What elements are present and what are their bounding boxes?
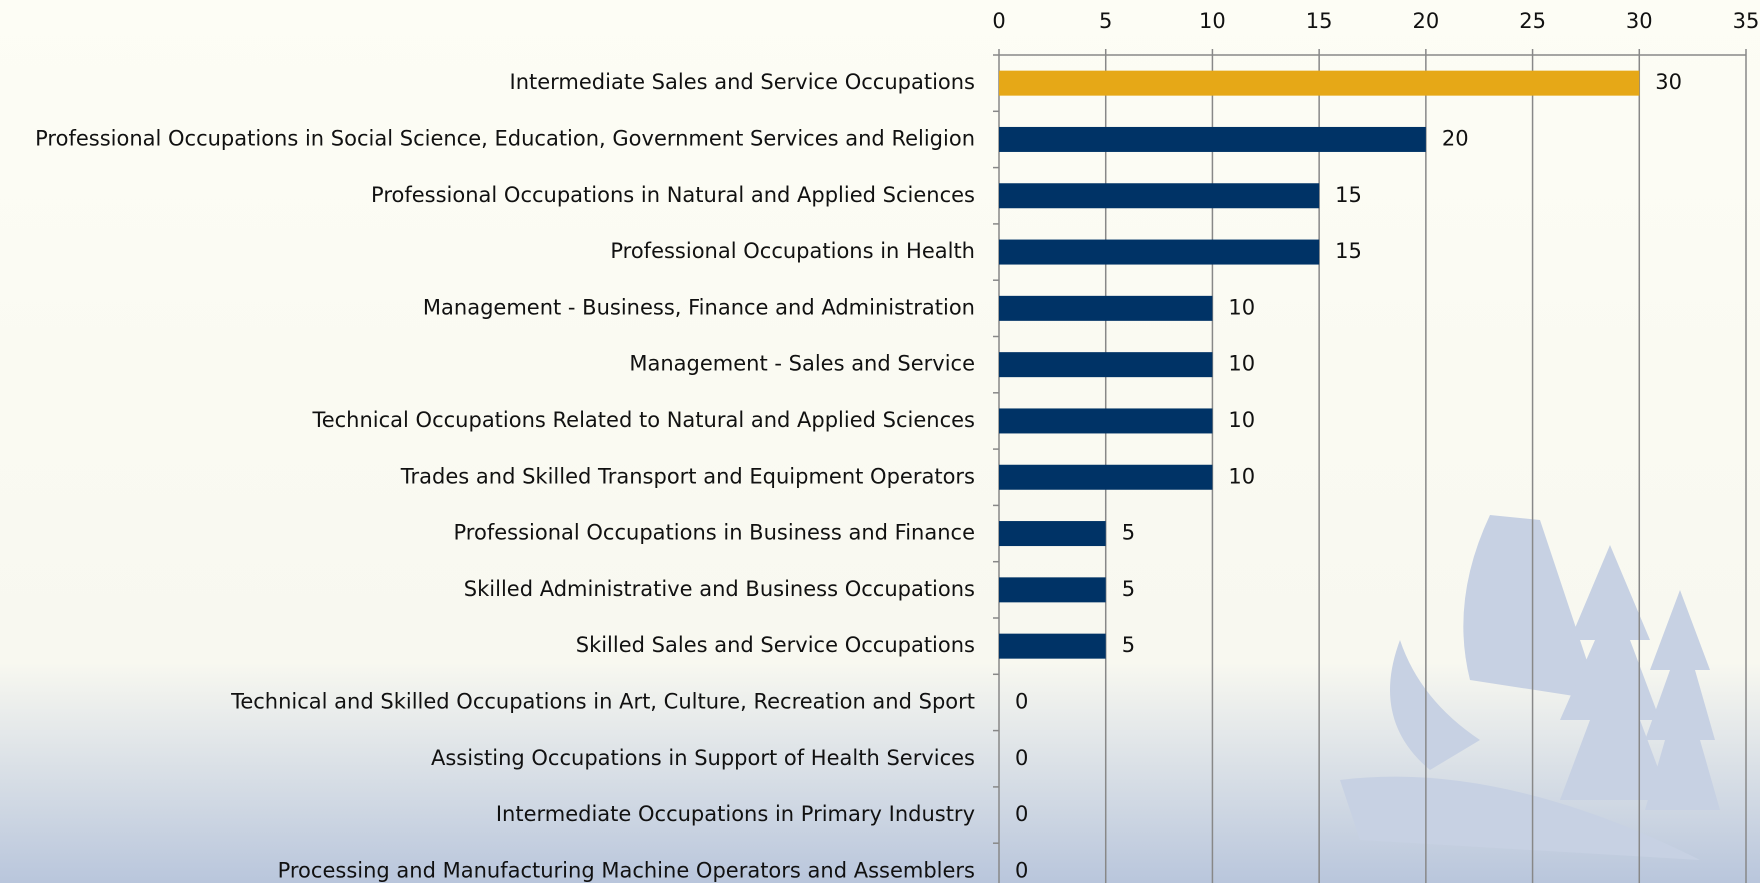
y-tick-label: Management - Business, Finance and Admin…: [423, 295, 975, 319]
value-label: 30: [1655, 70, 1682, 94]
value-label: 0: [1015, 858, 1028, 882]
y-tick-label: Technical and Skilled Occupations in Art…: [230, 689, 975, 713]
y-tick-label: Professional Occupations in Social Scien…: [35, 126, 975, 150]
value-label: 15: [1335, 239, 1362, 263]
x-tick-label: 10: [1199, 9, 1226, 33]
value-label: 20: [1442, 126, 1469, 150]
y-tick-label: Processing and Manufacturing Machine Ope…: [278, 858, 975, 882]
bar: [999, 352, 1212, 377]
chart: 0 5 10 15 20 25 30 35 Intermediate Sales and Ser…: [0, 0, 1760, 883]
value-label: 15: [1335, 183, 1362, 207]
value-label: 5: [1122, 633, 1135, 657]
bar: [999, 465, 1212, 490]
y-tick-label: Professional Occupations in Health: [610, 239, 975, 263]
x-tick-label: 25: [1519, 9, 1546, 33]
bar: [999, 71, 1639, 96]
value-label: 0: [1015, 746, 1028, 770]
x-tick-label: 20: [1412, 9, 1439, 33]
page: 0 5 10 15 20 25 30 35 Intermediate Sales and Ser…: [0, 0, 1760, 883]
y-tick-label: Professional Occupations in Business and…: [454, 521, 975, 545]
bar: [999, 408, 1212, 433]
bar: [999, 521, 1106, 546]
value-label: 10: [1228, 408, 1255, 432]
value-label: 10: [1228, 464, 1255, 488]
bar: [999, 127, 1426, 152]
value-label: 10: [1228, 295, 1255, 319]
bar: [999, 240, 1319, 265]
y-tick-label: Skilled Sales and Service Occupations: [576, 633, 975, 657]
bar: [999, 296, 1212, 321]
bar: [999, 577, 1106, 602]
y-tick-label: Intermediate Sales and Service Occupatio…: [510, 70, 976, 94]
value-label: 5: [1122, 577, 1135, 601]
x-tick-label: 35: [1733, 9, 1760, 33]
x-tick-label: 15: [1306, 9, 1333, 33]
y-tick-label: Professional Occupations in Natural and …: [371, 183, 975, 207]
y-tick-label: Management - Sales and Service: [629, 352, 975, 376]
bar: [999, 634, 1106, 659]
x-tick-label: 30: [1626, 9, 1653, 33]
y-tick-label: Technical Occupations Related to Natural…: [311, 408, 975, 432]
y-tick-label: Intermediate Occupations in Primary Indu…: [496, 802, 975, 826]
bar: [999, 183, 1319, 208]
x-tick-label: 5: [1099, 9, 1112, 33]
y-tick-label: Trades and Skilled Transport and Equipme…: [400, 464, 975, 488]
value-label: 0: [1015, 802, 1028, 826]
y-tick-label: Skilled Administrative and Business Occu…: [464, 577, 975, 601]
value-label: 10: [1228, 352, 1255, 376]
value-label: 0: [1015, 689, 1028, 713]
y-tick-label: Assisting Occupations in Support of Heal…: [431, 746, 975, 770]
x-tick-label: 0: [992, 9, 1005, 33]
value-label: 5: [1122, 521, 1135, 545]
